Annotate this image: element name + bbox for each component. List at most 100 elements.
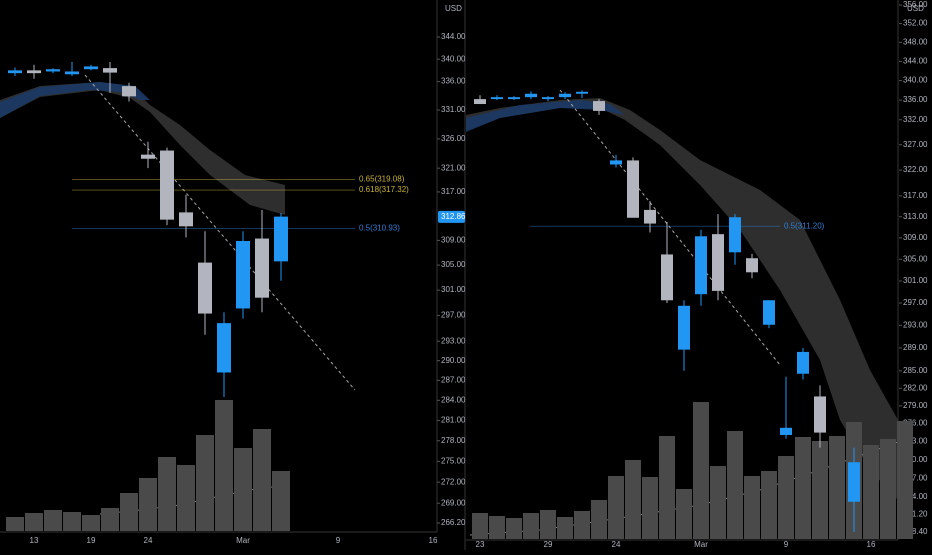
x-tick-label: Mar [694, 540, 708, 549]
volume-bar [727, 431, 743, 539]
ma-ribbon [466, 100, 625, 132]
volume-bar [253, 429, 271, 531]
candle-body [542, 97, 554, 100]
y-tick-label: 275.00 [441, 456, 466, 465]
candle-body [491, 97, 503, 100]
y-tick-label: 317.00 [903, 191, 928, 200]
candle-body [103, 68, 117, 73]
candle-body [814, 396, 826, 433]
candle-body [678, 305, 690, 350]
last-price-label: 312.86 [441, 212, 466, 221]
candle-body [644, 209, 656, 224]
y-tick-label: 273.00 [903, 437, 928, 446]
y-tick-label: 332.00 [903, 115, 928, 124]
volume-bar [472, 513, 488, 539]
volume-bar [215, 400, 233, 531]
y-tick-label: 356.00 [903, 0, 928, 9]
volume-bar [693, 402, 709, 539]
candle-body [661, 254, 673, 301]
candle-body [593, 101, 605, 111]
volume-bar [25, 513, 43, 531]
volume-bar [812, 441, 828, 539]
volume-bar [82, 515, 100, 531]
volume-bar [863, 445, 879, 539]
candle-body [141, 154, 155, 159]
x-tick-label: 16 [867, 540, 876, 549]
candle-body [508, 97, 520, 100]
y-tick-label: 336.00 [903, 95, 928, 104]
volume-bar [591, 500, 607, 539]
candle-body [255, 238, 269, 298]
y-tick-label: 344.00 [441, 32, 466, 41]
y-tick-label: 281.00 [441, 416, 466, 425]
candle-body [780, 427, 792, 435]
y-tick-label: 293.00 [441, 336, 466, 345]
x-tick-label: 23 [476, 540, 485, 549]
y-tick-label: 305.00 [441, 260, 466, 269]
y-tick-label: 276.00 [903, 419, 928, 428]
volume-bar [710, 466, 726, 539]
volume-bar [795, 437, 811, 539]
y-tick-label: 322.00 [903, 165, 928, 174]
y-tick-label: 309.00 [441, 235, 466, 244]
candle-body [712, 234, 724, 291]
volume-bar [196, 435, 214, 531]
y-tick-label: 336.00 [441, 77, 466, 86]
volume-bar [234, 448, 252, 531]
candle-body [84, 66, 98, 70]
candle-body [160, 150, 174, 220]
fib-label: 0.65(319.08) [359, 175, 405, 184]
volume-bar [574, 511, 590, 539]
y-tick-label: 305.00 [903, 254, 928, 263]
volume-bar [829, 436, 845, 539]
candle-body [746, 258, 758, 273]
volume-bar [44, 510, 62, 531]
y-tick-label: 266.20 [441, 518, 466, 527]
x-tick-label: 9 [784, 540, 789, 549]
volume-bar [608, 476, 624, 539]
y-tick-label: 321.00 [441, 163, 466, 172]
candle-body [8, 70, 22, 74]
y-tick-label: 297.00 [903, 298, 928, 307]
y-tick-label: 340.00 [441, 54, 466, 63]
volume-bar [506, 518, 522, 539]
x-tick-label: 16 [429, 536, 438, 545]
candle-body [474, 99, 486, 105]
candle-body [559, 93, 571, 98]
candle-body [848, 462, 860, 502]
y-tick-label: 293.00 [903, 320, 928, 329]
candle-body [763, 300, 775, 325]
x-tick-label: 9 [336, 536, 341, 545]
y-tick-label: 348.00 [903, 37, 928, 46]
volume-bar [744, 476, 760, 539]
candle-body [525, 93, 537, 98]
candle-body [217, 323, 231, 373]
y-tick-label: 340.00 [903, 76, 928, 85]
y-tick-label: 264.00 [903, 492, 928, 501]
last-price-box [438, 210, 465, 223]
y-tick-label: 269.00 [441, 498, 466, 507]
volume-bar [6, 517, 24, 531]
y-tick-label: 289.00 [903, 343, 928, 352]
x-tick-label: 29 [544, 540, 553, 549]
fib-label: 0.5(310.93) [359, 224, 400, 233]
y-tick-label: 278.00 [441, 436, 466, 445]
candle-body [797, 351, 809, 374]
trend-line [559, 89, 781, 366]
volume-bar [63, 512, 81, 531]
candle-body [198, 262, 212, 314]
y-tick-label: 301.00 [903, 276, 928, 285]
candle-body [610, 160, 622, 165]
volume-bar [659, 436, 675, 539]
y-tick-label: 279.00 [903, 401, 928, 410]
y-tick-label: 290.00 [441, 356, 466, 365]
volume-bar [642, 477, 658, 539]
currency-label: USD [445, 4, 462, 13]
volume-bar [120, 493, 138, 531]
y-tick-label: 313.00 [903, 212, 928, 221]
y-tick-label: 282.00 [903, 383, 928, 392]
y-tick-label: 352.00 [903, 19, 928, 28]
volume-bar [761, 471, 777, 539]
x-tick-label: 24 [612, 540, 621, 549]
